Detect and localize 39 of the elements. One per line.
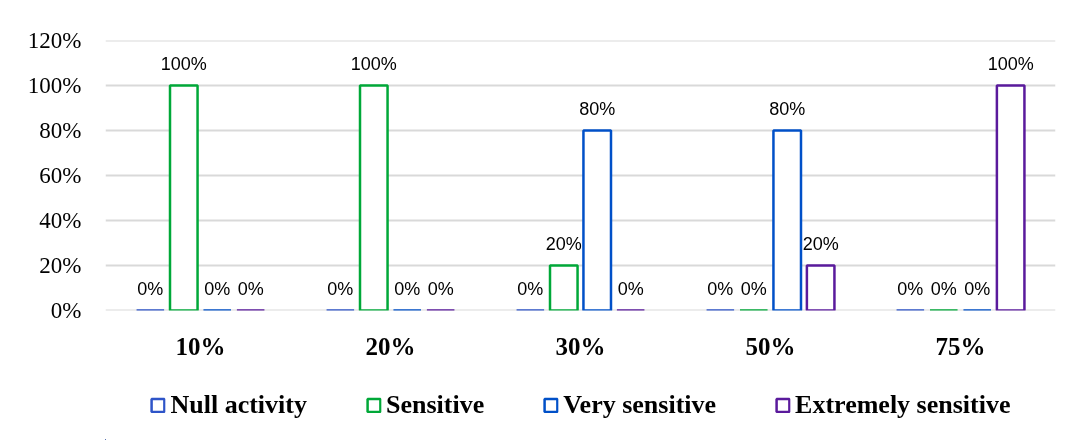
x-tick-label: 75% (935, 332, 986, 360)
bar (168, 84, 199, 311)
legend-label: Extremely sensitive (795, 390, 1011, 420)
data-label: 0% (964, 278, 991, 299)
y-tick-label: 0% (50, 298, 82, 323)
data-label: 0% (707, 278, 734, 299)
x-tick-label: 30% (555, 332, 606, 360)
legend-label: Sensitive (385, 390, 485, 420)
y-tick-label: 120% (27, 28, 82, 53)
legend-label: Null activity (170, 390, 307, 420)
x-tick-label: 10% (175, 332, 226, 360)
bar (548, 264, 579, 311)
data-label: 20% (545, 233, 582, 254)
data-label: 0% (427, 278, 454, 299)
data-label: 20% (802, 233, 839, 254)
y-tick-label: 80% (39, 118, 82, 143)
data-label: 100% (350, 53, 397, 74)
data-label: 0% (237, 278, 264, 299)
data-label: 0% (617, 278, 644, 299)
y-tick-label: 60% (39, 163, 82, 188)
y-tick-label: 100% (27, 73, 82, 98)
data-label: 0% (897, 278, 924, 299)
data-label: 0% (394, 278, 421, 299)
data-label: 100% (160, 53, 207, 74)
y-tick-label: 20% (39, 253, 82, 278)
data-label: 80% (579, 98, 616, 119)
legend-label: Very sensitive (563, 390, 717, 420)
data-label: 0% (930, 278, 957, 299)
y-tick-label: 40% (39, 208, 82, 233)
data-label: 100% (987, 53, 1034, 74)
data-label: 0% (137, 278, 164, 299)
data-label: 0% (740, 278, 767, 299)
data-label: 0% (204, 278, 231, 299)
data-label: 0% (327, 278, 354, 299)
x-tick-label: 20% (365, 332, 416, 360)
bar (358, 84, 389, 311)
x-tick-label: 50% (745, 332, 796, 360)
data-label: 80% (769, 98, 806, 119)
data-label: 0% (517, 278, 544, 299)
